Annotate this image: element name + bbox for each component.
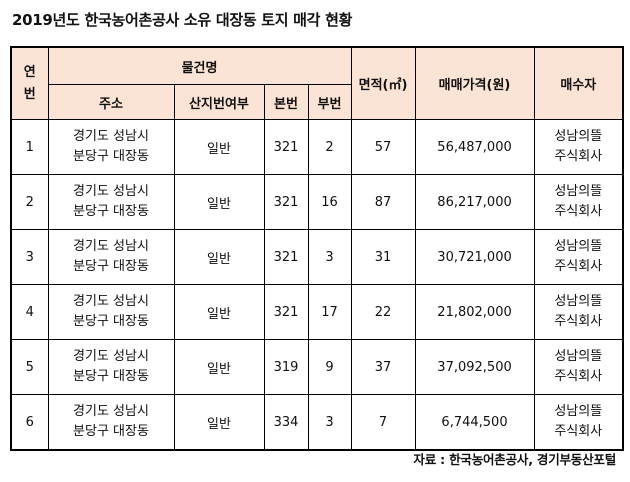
cell-price: 56,487,000 <box>414 119 535 175</box>
cell-buyer: 성남의뜰 주식회사 <box>533 339 624 395</box>
cell-main-no: 321 <box>263 174 309 230</box>
header-area: 면적(㎡) <box>350 46 416 120</box>
cell-buyer: 성남의뜰 주식회사 <box>533 284 624 340</box>
header-address: 주소 <box>47 84 175 120</box>
cell-buyer: 성남의뜰 주식회사 <box>533 119 624 175</box>
cell-no: 2 <box>10 174 49 230</box>
cell-mountain: 일반 <box>173 119 265 175</box>
cell-area: 37 <box>350 339 416 395</box>
cell-buyer: 성남의뜰 주식회사 <box>533 394 624 451</box>
table-row: 2 경기도 성남시 분당구 대장동 일반 321 16 87 86,217,000… <box>10 174 624 230</box>
cell-sub-no: 16 <box>307 174 352 230</box>
cell-price: 86,217,000 <box>414 174 535 230</box>
table-row: 5 경기도 성남시 분당구 대장동 일반 319 9 37 37,092,500 … <box>10 339 624 395</box>
cell-mountain: 일반 <box>173 284 265 340</box>
cell-area: 22 <box>350 284 416 340</box>
cell-main-no: 321 <box>263 284 309 340</box>
cell-no: 3 <box>10 229 49 285</box>
cell-buyer: 성남의뜰 주식회사 <box>533 174 624 230</box>
cell-price: 37,092,500 <box>414 339 535 395</box>
cell-price: 21,802,000 <box>414 284 535 340</box>
cell-mountain: 일반 <box>173 229 265 285</box>
cell-price: 6,744,500 <box>414 394 535 451</box>
cell-address: 경기도 성남시 분당구 대장동 <box>47 394 175 451</box>
cell-address: 경기도 성남시 분당구 대장동 <box>47 339 175 395</box>
header-main-no: 본번 <box>263 84 309 120</box>
cell-address: 경기도 성남시 분당구 대장동 <box>47 284 175 340</box>
cell-main-no: 334 <box>263 394 309 451</box>
cell-area: 31 <box>350 229 416 285</box>
cell-no: 4 <box>10 284 49 340</box>
cell-no: 1 <box>10 119 49 175</box>
cell-no: 6 <box>10 394 49 451</box>
cell-sub-no: 3 <box>307 394 352 451</box>
cell-price: 30,721,000 <box>414 229 535 285</box>
table-row: 6 경기도 성남시 분당구 대장동 일반 334 3 7 6,744,500 성남… <box>10 394 624 451</box>
cell-sub-no: 9 <box>307 339 352 395</box>
header-mountain: 산지번여부 <box>173 84 265 120</box>
cell-mountain: 일반 <box>173 174 265 230</box>
cell-sub-no: 3 <box>307 229 352 285</box>
header-sub-no: 부번 <box>307 84 352 120</box>
cell-no: 5 <box>10 339 49 395</box>
cell-main-no: 321 <box>263 229 309 285</box>
cell-area: 57 <box>350 119 416 175</box>
cell-buyer: 성남의뜰 주식회사 <box>533 229 624 285</box>
header-buyer: 매수자 <box>533 46 624 120</box>
cell-address: 경기도 성남시 분당구 대장동 <box>47 174 175 230</box>
table-row: 4 경기도 성남시 분당구 대장동 일반 321 17 22 21,802,000… <box>10 284 624 340</box>
cell-mountain: 일반 <box>173 394 265 451</box>
cell-main-no: 321 <box>263 119 309 175</box>
cell-sub-no: 17 <box>307 284 352 340</box>
table-row: 3 경기도 성남시 분당구 대장동 일반 321 3 31 30,721,000 … <box>10 229 624 285</box>
source-note: 자료 : 한국농어촌공사, 경기부동산포털 <box>413 452 616 467</box>
cell-address: 경기도 성남시 분당구 대장동 <box>47 119 175 175</box>
cell-address: 경기도 성남시 분당구 대장동 <box>47 229 175 285</box>
header-no: 연번 <box>10 46 49 120</box>
land-sale-table: 연번 물건명 면적(㎡) 매매가격(원) 매수자 주소 산지번여부 본번 부번 … <box>10 46 625 451</box>
header-price: 매매가격(원) <box>414 46 535 120</box>
page-title: 2019년도 한국농어촌공사 소유 대장동 토지 매각 현황 <box>12 11 353 29</box>
cell-area: 7 <box>350 394 416 451</box>
cell-sub-no: 2 <box>307 119 352 175</box>
header-property: 물건명 <box>47 46 352 85</box>
cell-mountain: 일반 <box>173 339 265 395</box>
cell-area: 87 <box>350 174 416 230</box>
table-row: 1 경기도 성남시 분당구 대장동 일반 321 2 57 56,487,000 … <box>10 119 624 175</box>
cell-main-no: 319 <box>263 339 309 395</box>
